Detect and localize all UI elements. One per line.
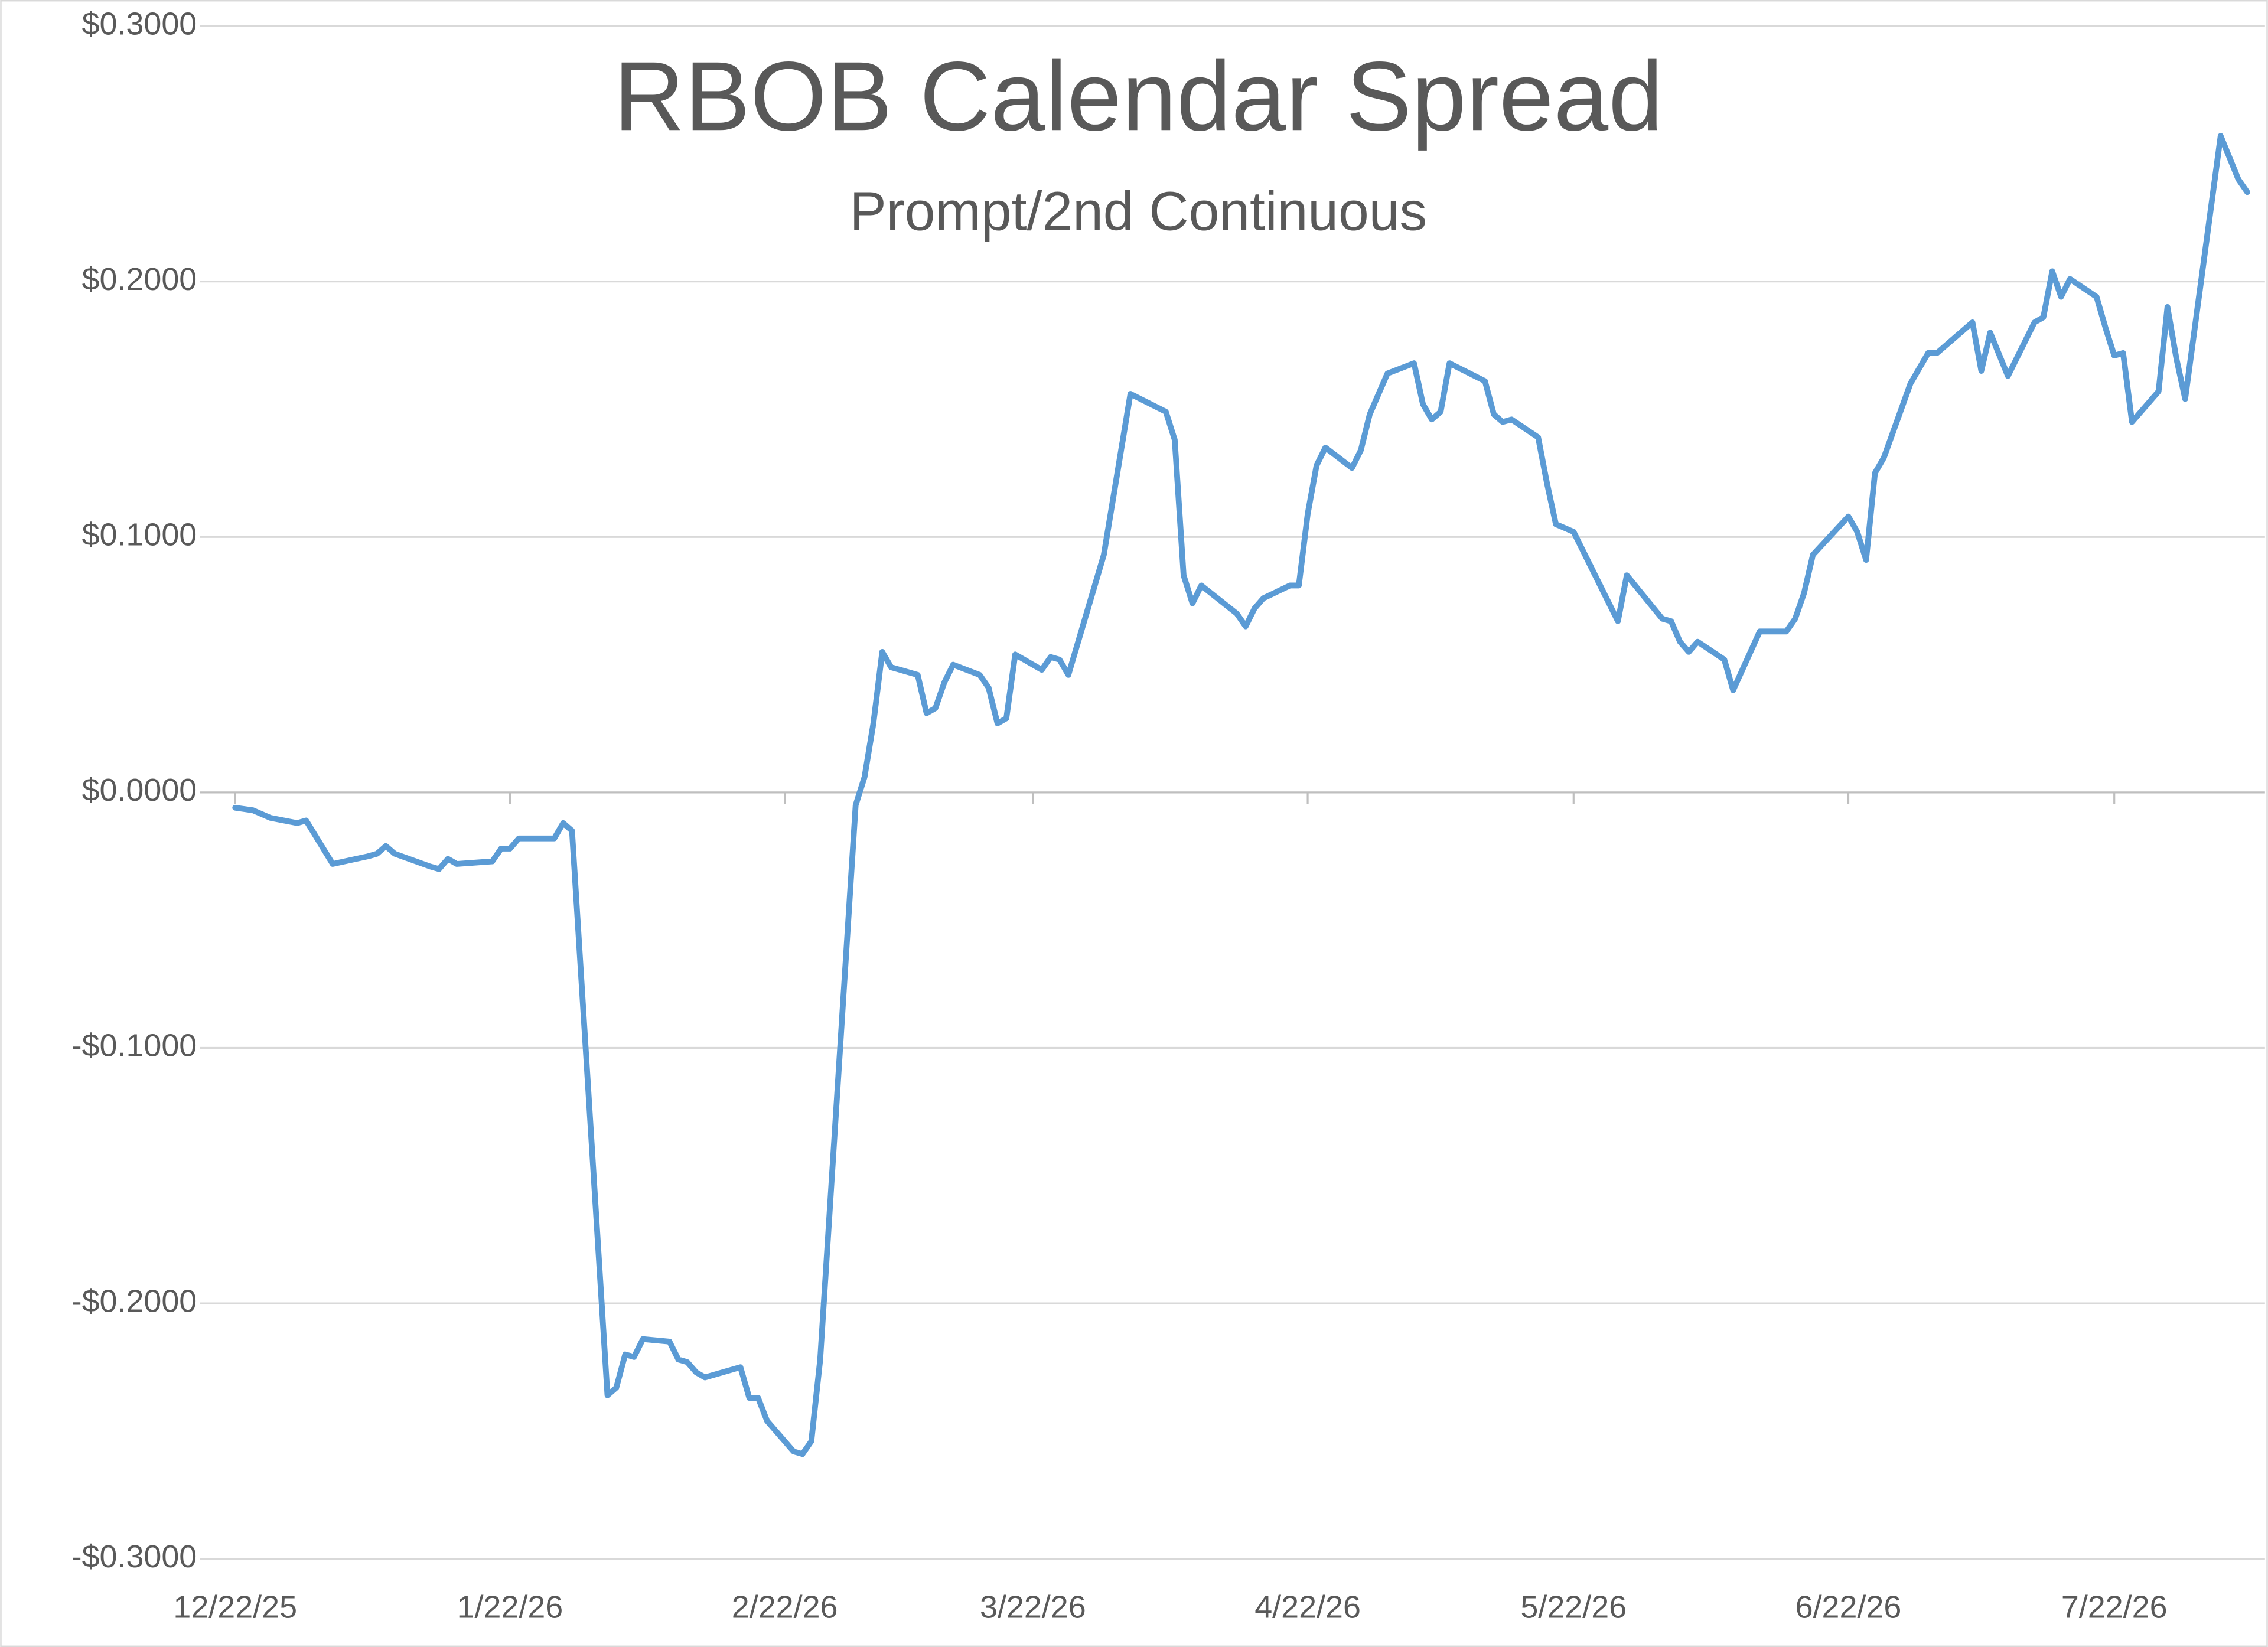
x-tick-label: 6/22/26 xyxy=(1795,1590,1902,1625)
x-tick-label: 1/22/26 xyxy=(457,1590,563,1625)
x-tick-label: 5/22/26 xyxy=(1520,1590,1627,1625)
y-tick-label: $0.2000 xyxy=(82,262,197,297)
y-tick-label: $0.3000 xyxy=(82,6,197,41)
chart-title: RBOB Calendar Spread xyxy=(614,41,1663,151)
y-tick-label: $0.0000 xyxy=(82,772,197,808)
plot-area xyxy=(232,133,2250,1457)
x-tick-label: 7/22/26 xyxy=(2061,1590,2168,1625)
x-tick-label: 12/22/25 xyxy=(173,1590,297,1625)
x-tick-label: 2/22/26 xyxy=(732,1590,838,1625)
data-line xyxy=(232,133,2250,1457)
x-tick-label: 3/22/26 xyxy=(980,1590,1086,1625)
x-tick-label: 4/22/26 xyxy=(1254,1590,1361,1625)
y-tick-label: -$0.1000 xyxy=(71,1028,197,1064)
y-tick-label: -$0.2000 xyxy=(71,1283,197,1319)
y-tick-label: -$0.3000 xyxy=(71,1539,197,1574)
y-tick-label: $0.1000 xyxy=(82,517,197,552)
chart-subtitle: Prompt/2nd Continuous xyxy=(850,180,1427,242)
grid: -$0.3000 -$0.2000 -$0.1000 $0.0000 $0.1000 $0… xyxy=(71,6,2265,1625)
